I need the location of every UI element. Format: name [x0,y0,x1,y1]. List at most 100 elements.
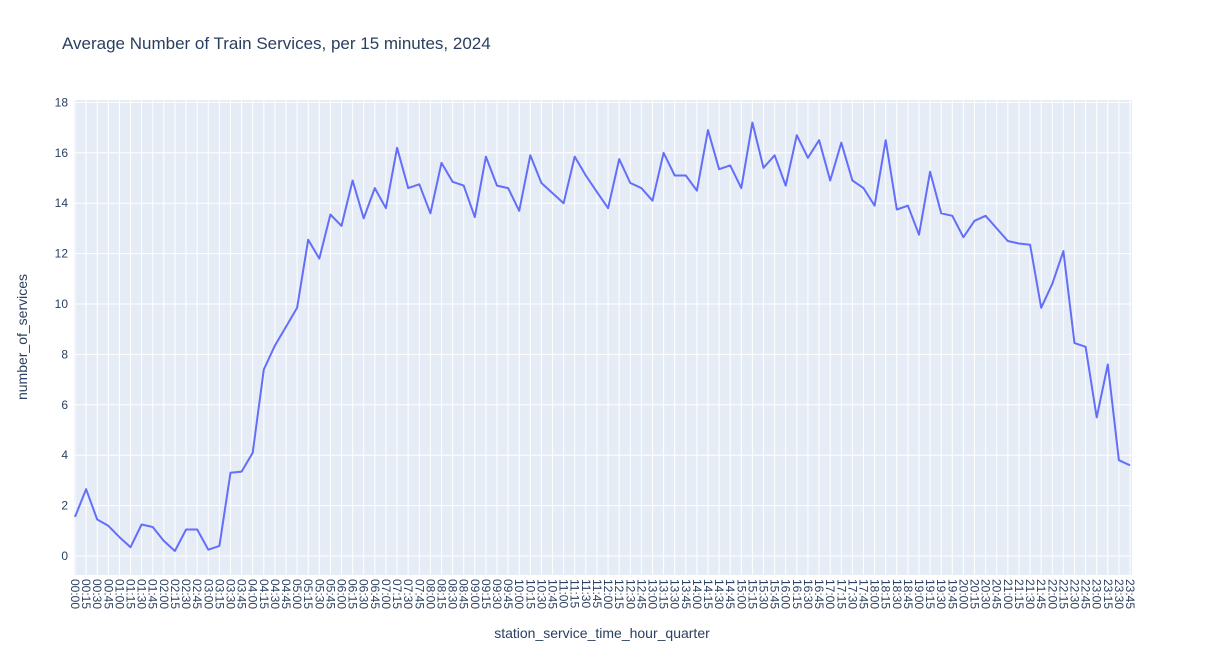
x-tick-label: 12:15 [612,579,626,609]
y-tick-labels: 0 2 4 6 8 10 12 14 16 18 [55,95,69,563]
y-tick-label: 14 [55,196,69,210]
x-tick-label: 16:00 [779,579,793,609]
x-tick-label: 20:45 [990,579,1004,609]
x-tick-label: 13:15 [657,579,671,609]
x-tick-label: 06:45 [368,579,382,609]
y-tick-label: 10 [55,297,69,311]
x-tick-label: 10:15 [523,579,537,609]
x-tick-labels: 00:0000:1500:3000:4501:0001:1501:3001:45… [68,579,1137,609]
x-tick-label: 23:15 [1101,579,1115,609]
plot-area[interactable] [74,100,1132,575]
x-tick-label: 01:30 [135,579,149,609]
x-tick-label: 11:45 [590,579,604,608]
x-tick-label: 09:00 [468,579,482,609]
x-tick-label: 12:00 [601,579,615,609]
x-tick-label: 09:30 [490,579,504,609]
y-tick-label: 2 [61,499,68,513]
x-tick-label: 08:15 [434,579,448,609]
x-tick-label: 08:30 [446,579,460,609]
x-tick-label: 07:00 [379,579,393,609]
x-tick-label: 00:00 [68,579,82,609]
y-tick-label: 0 [61,549,68,563]
x-tick-label: 03:15 [212,579,226,609]
x-tick-label: 21:30 [1023,579,1037,609]
x-tick-label: 18:30 [890,579,904,609]
x-tick-label: 10:30 [534,579,548,609]
chart-title: Average Number of Train Services, per 15… [62,34,491,53]
x-tick-label: 03:45 [235,579,249,609]
x-tick-label: 23:45 [1123,579,1137,609]
x-axis-title: station_service_time_hour_quarter [494,625,710,641]
x-tick-label: 13:45 [679,579,693,609]
y-tick-label: 18 [55,95,69,109]
x-tick-label: 05:30 [312,579,326,609]
x-tick-label: 23:00 [1090,579,1104,609]
x-tick-label: 10:45 [546,579,560,609]
x-tick-label: 15:45 [768,579,782,609]
x-tick-label: 19:00 [912,579,926,609]
x-tick-label: 05:45 [323,579,337,609]
x-tick-label: 05:15 [301,579,315,609]
x-tick-label: 04:00 [246,579,260,609]
x-tick-label: 05:00 [290,579,304,609]
x-tick-label: 07:30 [401,579,415,609]
x-tick-label: 21:00 [1001,579,1015,609]
x-tick-label: 23:30 [1112,579,1126,609]
x-tick-label: 12:45 [634,579,648,609]
x-tick-label: 11:30 [579,579,593,608]
y-tick-label: 12 [55,247,69,261]
x-tick-label: 07:15 [390,579,404,609]
x-tick-label: 21:45 [1034,579,1048,609]
x-tick-label: 16:15 [790,579,804,609]
x-tick-label: 11:15 [568,579,582,608]
x-tick-label: 08:45 [457,579,471,609]
x-tick-label: 16:30 [801,579,815,609]
x-tick-label: 02:00 [157,579,171,609]
x-tick-label: 13:00 [645,579,659,609]
x-tick-label: 19:45 [945,579,959,609]
y-tick-label: 4 [61,448,68,462]
x-tick-label: 00:30 [90,579,104,609]
x-tick-label: 15:00 [734,579,748,609]
x-tick-label: 01:45 [146,579,160,609]
x-tick-label: 04:15 [257,579,271,609]
x-tick-label: 04:45 [279,579,293,609]
x-tick-label: 16:45 [812,579,826,609]
x-tick-label: 22:45 [1079,579,1093,609]
x-tick-label: 15:30 [757,579,771,609]
y-tick-label: 16 [55,146,69,160]
x-tick-label: 18:00 [868,579,882,609]
x-tick-label: 21:15 [1012,579,1026,609]
series-line [74,121,1131,552]
y-tick-label: 6 [61,398,68,412]
x-tick-label: 17:15 [834,579,848,609]
x-tick-label: 17:45 [856,579,870,609]
x-tick-label: 01:15 [124,579,138,609]
x-tick-label: 14:30 [712,579,726,609]
x-tick-label: 07:45 [412,579,426,609]
x-tick-label: 09:15 [479,579,493,609]
x-tick-label: 15:15 [745,579,759,609]
x-tick-label: 02:45 [190,579,204,609]
x-tick-label: 20:15 [968,579,982,609]
x-tick-label: 13:30 [668,579,682,609]
x-tick-label: 17:30 [845,579,859,609]
x-tick-label: 12:30 [623,579,637,609]
x-tick-label: 06:30 [357,579,371,609]
x-tick-label: 06:15 [346,579,360,609]
x-tick-label: 03:00 [201,579,215,609]
x-tick-label: 04:30 [268,579,282,609]
x-tick-label: 22:15 [1056,579,1070,609]
x-tick-label: 22:30 [1067,579,1081,609]
x-tick-label: 20:00 [956,579,970,609]
y-gridlines [74,101,1132,557]
x-tick-label: 00:45 [101,579,115,609]
x-tick-label: 22:00 [1045,579,1059,609]
y-axis-title: number_of_services [14,274,30,400]
x-tick-label: 06:00 [335,579,349,609]
x-tick-label: 18:15 [879,579,893,609]
y-tick-label: 8 [61,347,68,361]
x-tick-label: 19:30 [934,579,948,609]
